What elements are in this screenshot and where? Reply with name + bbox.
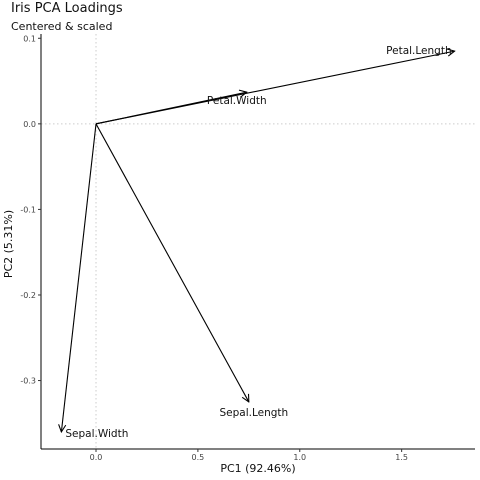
y-tick: -0.1 bbox=[20, 205, 41, 214]
x-tick: 0.0 bbox=[90, 449, 103, 462]
y-tick: 0.0 bbox=[23, 120, 41, 129]
x-tick: 1.5 bbox=[395, 449, 408, 462]
x-tick-label: 0.0 bbox=[90, 453, 103, 462]
loading-arrow-sepal-width bbox=[61, 123, 97, 432]
loading-label-petal-width: Petal.Width bbox=[207, 95, 267, 107]
loading-label-sepal-width: Sepal.Width bbox=[65, 428, 128, 440]
y-tick-label: -0.2 bbox=[20, 291, 36, 300]
x-tick-label: 0.5 bbox=[192, 453, 205, 462]
y-tick-label: 0.1 bbox=[23, 34, 36, 43]
y-tick: -0.2 bbox=[20, 291, 41, 300]
x-tick: 1.0 bbox=[293, 449, 306, 462]
y-axis-title: PC2 (5.31%) bbox=[2, 210, 15, 278]
y-tick-label: 0.0 bbox=[23, 120, 36, 129]
chart-subtitle: Centered & scaled bbox=[11, 20, 113, 33]
x-tick-label: 1.0 bbox=[293, 453, 306, 462]
y-tick: 0.1 bbox=[23, 34, 41, 43]
x-axis-title: PC1 (92.46%) bbox=[220, 462, 295, 475]
loading-arrow-sepal-length bbox=[95, 123, 249, 402]
chart-title: Iris PCA Loadings bbox=[11, 1, 123, 16]
x-tick-label: 1.5 bbox=[395, 453, 408, 462]
loading-arrow-petal-width bbox=[95, 92, 247, 125]
y-tick-label: -0.1 bbox=[20, 205, 36, 214]
loading-label-petal-length: Petal.Length bbox=[386, 45, 451, 57]
y-tick: -0.3 bbox=[20, 377, 41, 386]
x-tick: 0.5 bbox=[192, 449, 205, 462]
y-tick-label: -0.3 bbox=[20, 377, 36, 386]
loading-label-sepal-length: Sepal.Length bbox=[219, 407, 288, 419]
